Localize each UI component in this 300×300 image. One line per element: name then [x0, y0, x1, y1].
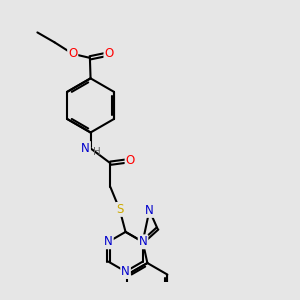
Text: H: H	[93, 147, 100, 157]
Text: N: N	[121, 265, 130, 278]
Text: N: N	[145, 204, 154, 217]
Text: O: O	[126, 154, 135, 167]
Text: O: O	[68, 47, 77, 60]
Text: N: N	[81, 142, 90, 155]
Text: O: O	[104, 47, 114, 60]
Text: S: S	[116, 203, 123, 216]
Text: N: N	[104, 235, 113, 248]
Text: N: N	[139, 235, 147, 248]
